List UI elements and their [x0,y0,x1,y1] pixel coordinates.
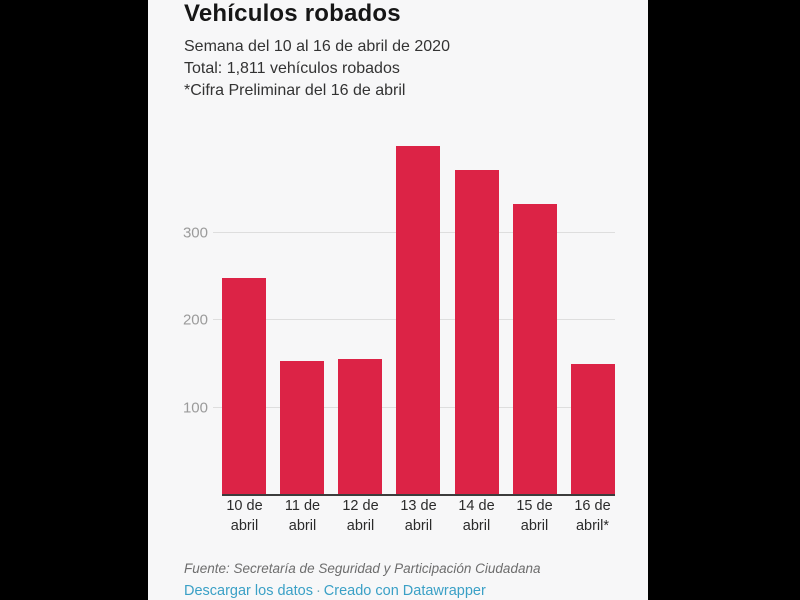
bar-4 [396,145,441,495]
y-tick-label-200: 200 [182,311,208,329]
y-tick-label-300: 300 [182,224,208,241]
x-tick-label-1: 10 de abril [226,498,263,534]
link-separator: · [315,583,321,599]
x-tick-label-7: 16 de abril* [574,498,611,534]
plot-area: 100 200 300 [148,138,648,496]
x-tick-label-3: 12 de abril [342,498,379,534]
source-note: Fuente: Secretaría de Seguridad y Partic… [184,561,541,576]
subtitle-line-total: Total: 1,811 vehículos robados [184,60,400,77]
bar-2 [280,361,325,495]
chart-card: Vehículos robados Semana del 10 al 16 de… [148,0,648,600]
download-data-link[interactable]: Descargar los datos [184,583,313,599]
x-axis-line [222,494,615,496]
subtitle-line-preliminary-note: *Cifra Preliminar del 16 de abril [184,82,406,99]
chart-subtitle: Semana del 10 al 16 de abril de 2020 Tot… [184,36,450,102]
bar-7 [570,363,615,495]
x-axis-labels: 10 de abril 11 de abril 12 de abril 13 de a… [216,497,621,536]
datawrapper-credit-link[interactable]: Creado con Datawrapper [323,583,486,599]
bars-container [222,138,615,495]
subtitle-line-week: Semana del 10 al 16 de abril de 2020 [184,38,450,55]
x-tick-label-5: 14 de abril [458,498,495,534]
bar-1 [222,278,266,495]
footer-links: Descargar los datos · Creado con Datawrapp… [184,583,486,599]
bar-5 [454,169,499,495]
x-tick-label-6: 15 de abril [516,498,553,534]
chart-title: Vehículos robados [184,0,401,27]
x-tick-label-4: 13 de abril [400,498,437,534]
bar-3 [338,358,383,495]
y-tick-label-100: 100 [182,399,208,416]
bar-6 [512,203,557,495]
x-tick-label-2: 11 de abril [284,498,321,534]
